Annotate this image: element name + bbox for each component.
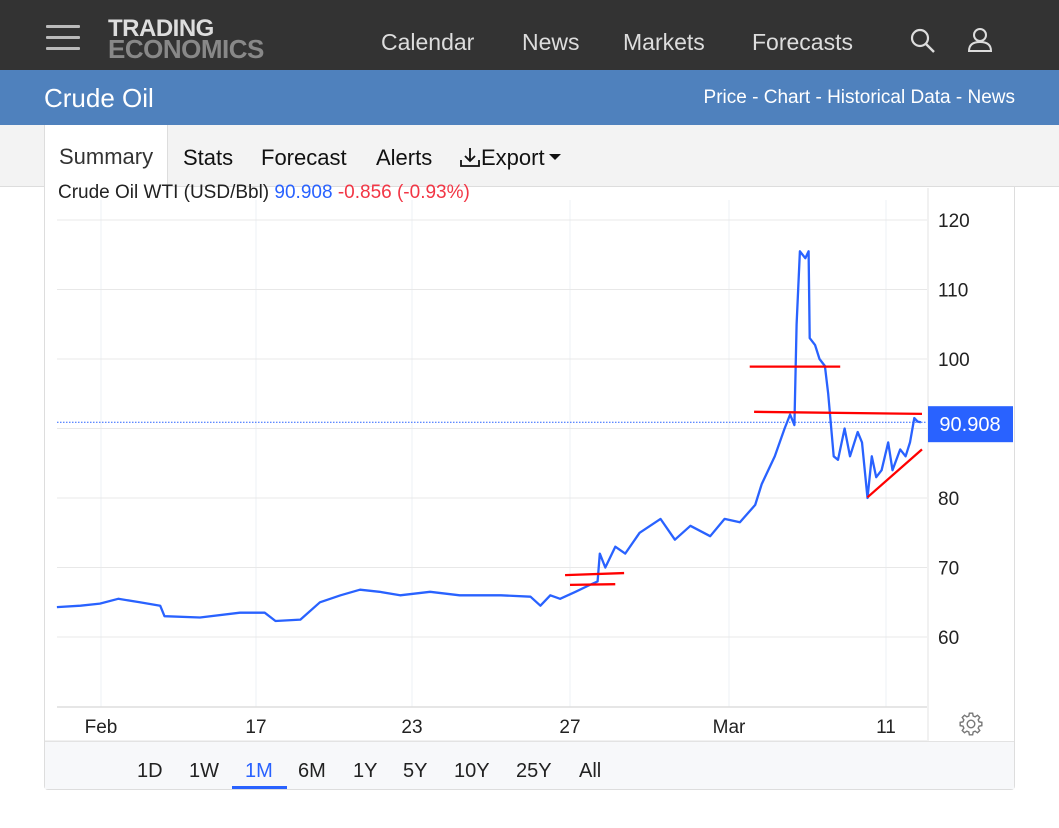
range-25y[interactable]: 25Y [516,760,552,782]
y-tick-label: 120 [938,211,970,232]
price-line [56,250,922,623]
range-1m[interactable]: 1M [245,760,273,782]
nav-calendar[interactable]: Calendar [381,29,475,55]
tab-stats[interactable]: Stats [183,145,234,170]
export-label: Export [481,145,545,170]
settings-gear-icon[interactable] [958,711,984,737]
y-tick-label: 60 [938,628,959,649]
last-value-label: 90.908 [939,414,1000,436]
download-icon [460,148,480,167]
x-tick-label: Mar [713,717,746,738]
nav-markets[interactable]: Markets [623,29,705,55]
active-range-underline [232,786,287,789]
caret-down-icon [548,154,561,160]
range-1y[interactable]: 1Y [353,760,378,782]
x-tick-label: 11 [876,717,896,738]
legend-series-name: Crude Oil WTI (USD/Bbl) [58,182,270,203]
range-all[interactable]: All [579,760,602,782]
trendline-annotation [754,410,922,416]
last-value-badge [928,406,1013,443]
tab-bar [0,125,1059,187]
y-tick-label: 110 [938,281,968,302]
nav-forecasts[interactable]: Forecasts [752,29,853,55]
export-button[interactable]: Export [459,145,562,171]
trendline-annotation [565,571,625,577]
trendline-annotation [866,448,923,499]
top-nav-bar [0,0,1059,70]
page-links[interactable]: Price - Chart - Historical Data - News [703,87,1015,108]
y-tick-label: 70 [938,559,959,580]
tab-forecast[interactable]: Forecast [261,145,347,170]
range-1w[interactable]: 1W [189,760,219,782]
chart-legend: Crude Oil WTI (USD/Bbl) 90.908 -0.856 (-… [58,182,470,204]
legend-change: -0.856 (-0.93%) [337,182,470,203]
tab-summary[interactable]: Summary [44,125,168,188]
y-tick-label: 80 [938,489,959,510]
logo-line1: TRADING [108,15,214,42]
user-icon[interactable] [966,26,994,54]
x-tick-label: Feb [85,717,118,738]
range-1d[interactable]: 1D [137,760,163,782]
range-selector [45,741,1014,789]
nav-news[interactable]: News [522,29,580,55]
page-title: Crude Oil [44,83,154,113]
range-6m[interactable]: 6M [298,760,326,782]
trading-economics-logo[interactable]: TRADING ECONOMICS [108,15,264,64]
range-10y[interactable]: 10Y [454,760,490,782]
x-tick-label: 27 [559,717,580,738]
tab-alerts[interactable]: Alerts [376,145,433,170]
trendline-annotation [569,583,616,587]
y-tick-label: 100 [938,350,970,371]
x-tick-label: 23 [401,717,422,738]
chart-panel [44,187,1015,790]
search-icon[interactable] [909,27,937,55]
x-tick-label: 17 [245,717,266,738]
range-5y[interactable]: 5Y [403,760,428,782]
title-bar [0,70,1059,125]
logo-line2: ECONOMICS [108,34,264,64]
legend-value: 90.908 [274,182,333,203]
hamburger-menu-icon[interactable] [46,25,80,51]
